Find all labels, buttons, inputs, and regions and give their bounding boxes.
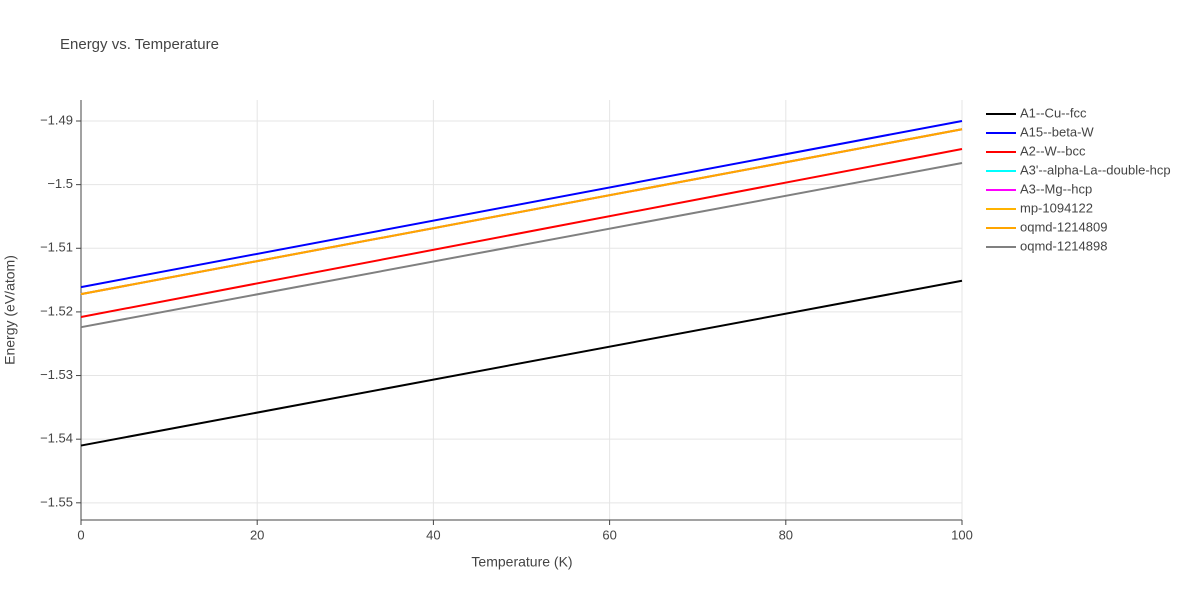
y-axis-title: Energy (eV/atom) xyxy=(2,255,18,365)
series-line xyxy=(80,279,963,447)
x-tick-label: 60 xyxy=(602,527,616,542)
x-axis-title: Temperature (K) xyxy=(471,554,572,570)
legend-label: A3'--alpha-La--double-hcp xyxy=(1020,162,1171,177)
legend-label: mp-1094122 xyxy=(1020,200,1093,215)
x-tick-label: 0 xyxy=(77,527,84,542)
x-tick-label: 20 xyxy=(250,527,264,542)
y-tick-label: −1.49 xyxy=(40,112,73,127)
y-tick-label: −1.54 xyxy=(40,431,73,446)
legend-label: A15--beta-W xyxy=(1020,124,1094,139)
legend-label: A1--Cu--fcc xyxy=(1020,105,1087,120)
series-line xyxy=(80,120,963,289)
y-tick-label: −1.53 xyxy=(40,367,73,382)
y-tick-label: −1.55 xyxy=(40,494,73,509)
chart-title: Energy vs. Temperature xyxy=(60,36,219,53)
legend-label: A2--W--bcc xyxy=(1020,143,1086,158)
x-tick-label: 100 xyxy=(951,527,973,542)
x-tick-label: 80 xyxy=(779,527,793,542)
y-tick-label: −1.52 xyxy=(40,303,73,318)
series-line xyxy=(80,148,963,318)
series-line xyxy=(80,128,963,296)
legend-label: A3--Mg--hcp xyxy=(1020,181,1092,196)
x-tick-label: 40 xyxy=(426,527,440,542)
y-tick-label: −1.51 xyxy=(40,240,73,255)
series-line xyxy=(80,162,963,329)
y-tick-label: −1.5 xyxy=(47,176,73,191)
legend-label: oqmd-1214809 xyxy=(1020,219,1107,234)
legend-label: oqmd-1214898 xyxy=(1020,238,1107,253)
